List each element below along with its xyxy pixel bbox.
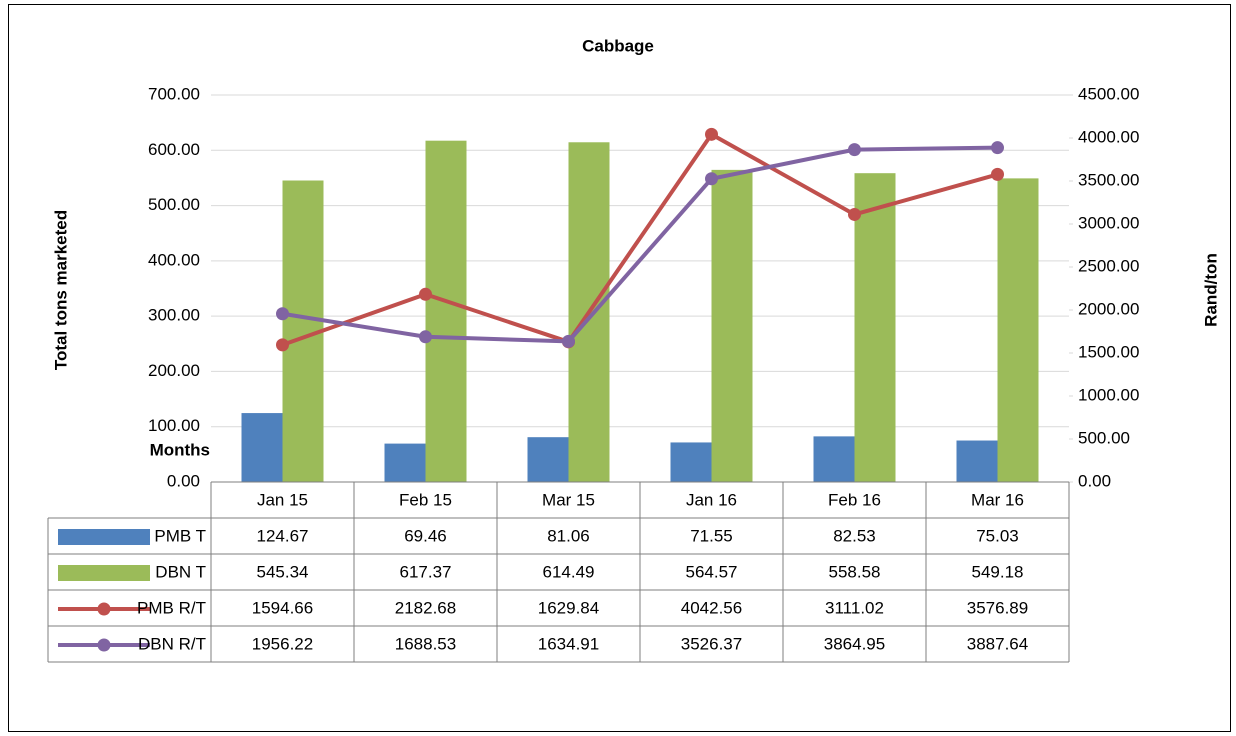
table-value: 75.03 xyxy=(976,526,1019,545)
bar xyxy=(956,440,998,482)
point xyxy=(705,172,718,186)
line xyxy=(281,132,999,347)
point xyxy=(848,207,861,221)
legend-label: PMB T xyxy=(154,526,206,545)
bar xyxy=(527,437,569,482)
table-value: 69.46 xyxy=(404,526,447,545)
table-value: 1594.66 xyxy=(252,598,313,617)
y-tick-label: 700.00 xyxy=(148,84,200,103)
legend-label: DBN R/T xyxy=(138,634,206,653)
y2-tick-label: 1000.00 xyxy=(1078,385,1139,404)
legend-label: DBN T xyxy=(155,562,206,581)
x-tick-label: Mar 15 xyxy=(542,490,595,509)
table-value: 124.67 xyxy=(257,526,309,545)
table-value: 3864.95 xyxy=(824,634,885,653)
legend-key xyxy=(58,565,150,581)
line xyxy=(282,145,998,344)
table-value: 3887.64 xyxy=(967,634,1028,653)
legend-label: PMB R/T xyxy=(137,598,206,617)
point xyxy=(991,167,1004,181)
y2-tick-label: 4500.00 xyxy=(1078,84,1139,103)
y2-tick-label: 2000.00 xyxy=(1078,299,1139,318)
point xyxy=(562,334,575,348)
x-tick-label: Jan 16 xyxy=(686,490,737,509)
table-value: 617.37 xyxy=(400,562,452,581)
y-tick-label: 0.00 xyxy=(167,471,200,490)
table-value: 4042.56 xyxy=(681,598,742,617)
bar xyxy=(854,173,896,482)
bar xyxy=(384,443,426,482)
y-tick-label: 300.00 xyxy=(148,306,200,325)
x-tick-label: Feb 15 xyxy=(399,490,452,509)
y2-tick-label: 1500.00 xyxy=(1078,342,1139,361)
table-value: 545.34 xyxy=(257,562,309,581)
y2-tick-label: 500.00 xyxy=(1078,428,1130,447)
y2-tick-label: 3000.00 xyxy=(1078,213,1139,232)
table-value: 82.53 xyxy=(833,526,876,545)
table-value: 1956.22 xyxy=(252,634,313,653)
chart-title: Cabbage xyxy=(582,36,654,55)
y-tick-label: 400.00 xyxy=(148,250,200,269)
bar xyxy=(711,169,753,482)
point xyxy=(276,338,289,352)
point xyxy=(705,127,718,141)
legend-key xyxy=(97,602,111,616)
table-value: 3526.37 xyxy=(681,634,742,653)
point xyxy=(991,141,1004,155)
y2-axis-title: Rand/ton xyxy=(1201,253,1220,327)
x-axis-title: Months xyxy=(150,440,210,459)
table-value: 1629.84 xyxy=(538,598,599,617)
y-tick-label: 500.00 xyxy=(148,195,200,214)
y-tick-label: 100.00 xyxy=(148,416,200,435)
x-tick-label: Feb 16 xyxy=(828,490,881,509)
table-value: 614.49 xyxy=(543,562,595,581)
y-tick-label: 200.00 xyxy=(148,361,200,380)
legend-key xyxy=(97,638,111,652)
point xyxy=(419,287,432,301)
bar xyxy=(425,140,467,482)
y2-tick-label: 0.00 xyxy=(1078,471,1111,490)
legend-key xyxy=(58,529,150,545)
y-axis-title: Total tons marketed xyxy=(51,210,70,370)
table-value: 3111.02 xyxy=(825,598,884,617)
table-value: 1688.53 xyxy=(395,634,456,653)
point xyxy=(848,143,861,157)
bar xyxy=(241,413,283,482)
y2-tick-label: 4000.00 xyxy=(1078,127,1139,146)
table-value: 3576.89 xyxy=(967,598,1028,617)
bar xyxy=(997,178,1039,483)
table-value: 1634.91 xyxy=(538,634,599,653)
table-value: 71.55 xyxy=(690,526,733,545)
bar xyxy=(813,436,855,482)
x-tick-label: Mar 16 xyxy=(971,490,1024,509)
y2-tick-label: 2500.00 xyxy=(1078,256,1139,275)
table-value: 558.58 xyxy=(829,562,881,581)
y2-tick-label: 3500.00 xyxy=(1078,170,1139,189)
point xyxy=(276,307,289,321)
table-value: 2182.68 xyxy=(395,598,456,617)
table-value: 81.06 xyxy=(547,526,590,545)
table-value: 564.57 xyxy=(686,562,738,581)
bar xyxy=(670,442,712,482)
point xyxy=(419,330,432,344)
table-value: 549.18 xyxy=(972,562,1024,581)
y-tick-label: 600.00 xyxy=(148,140,200,159)
x-tick-label: Jan 15 xyxy=(257,490,308,509)
